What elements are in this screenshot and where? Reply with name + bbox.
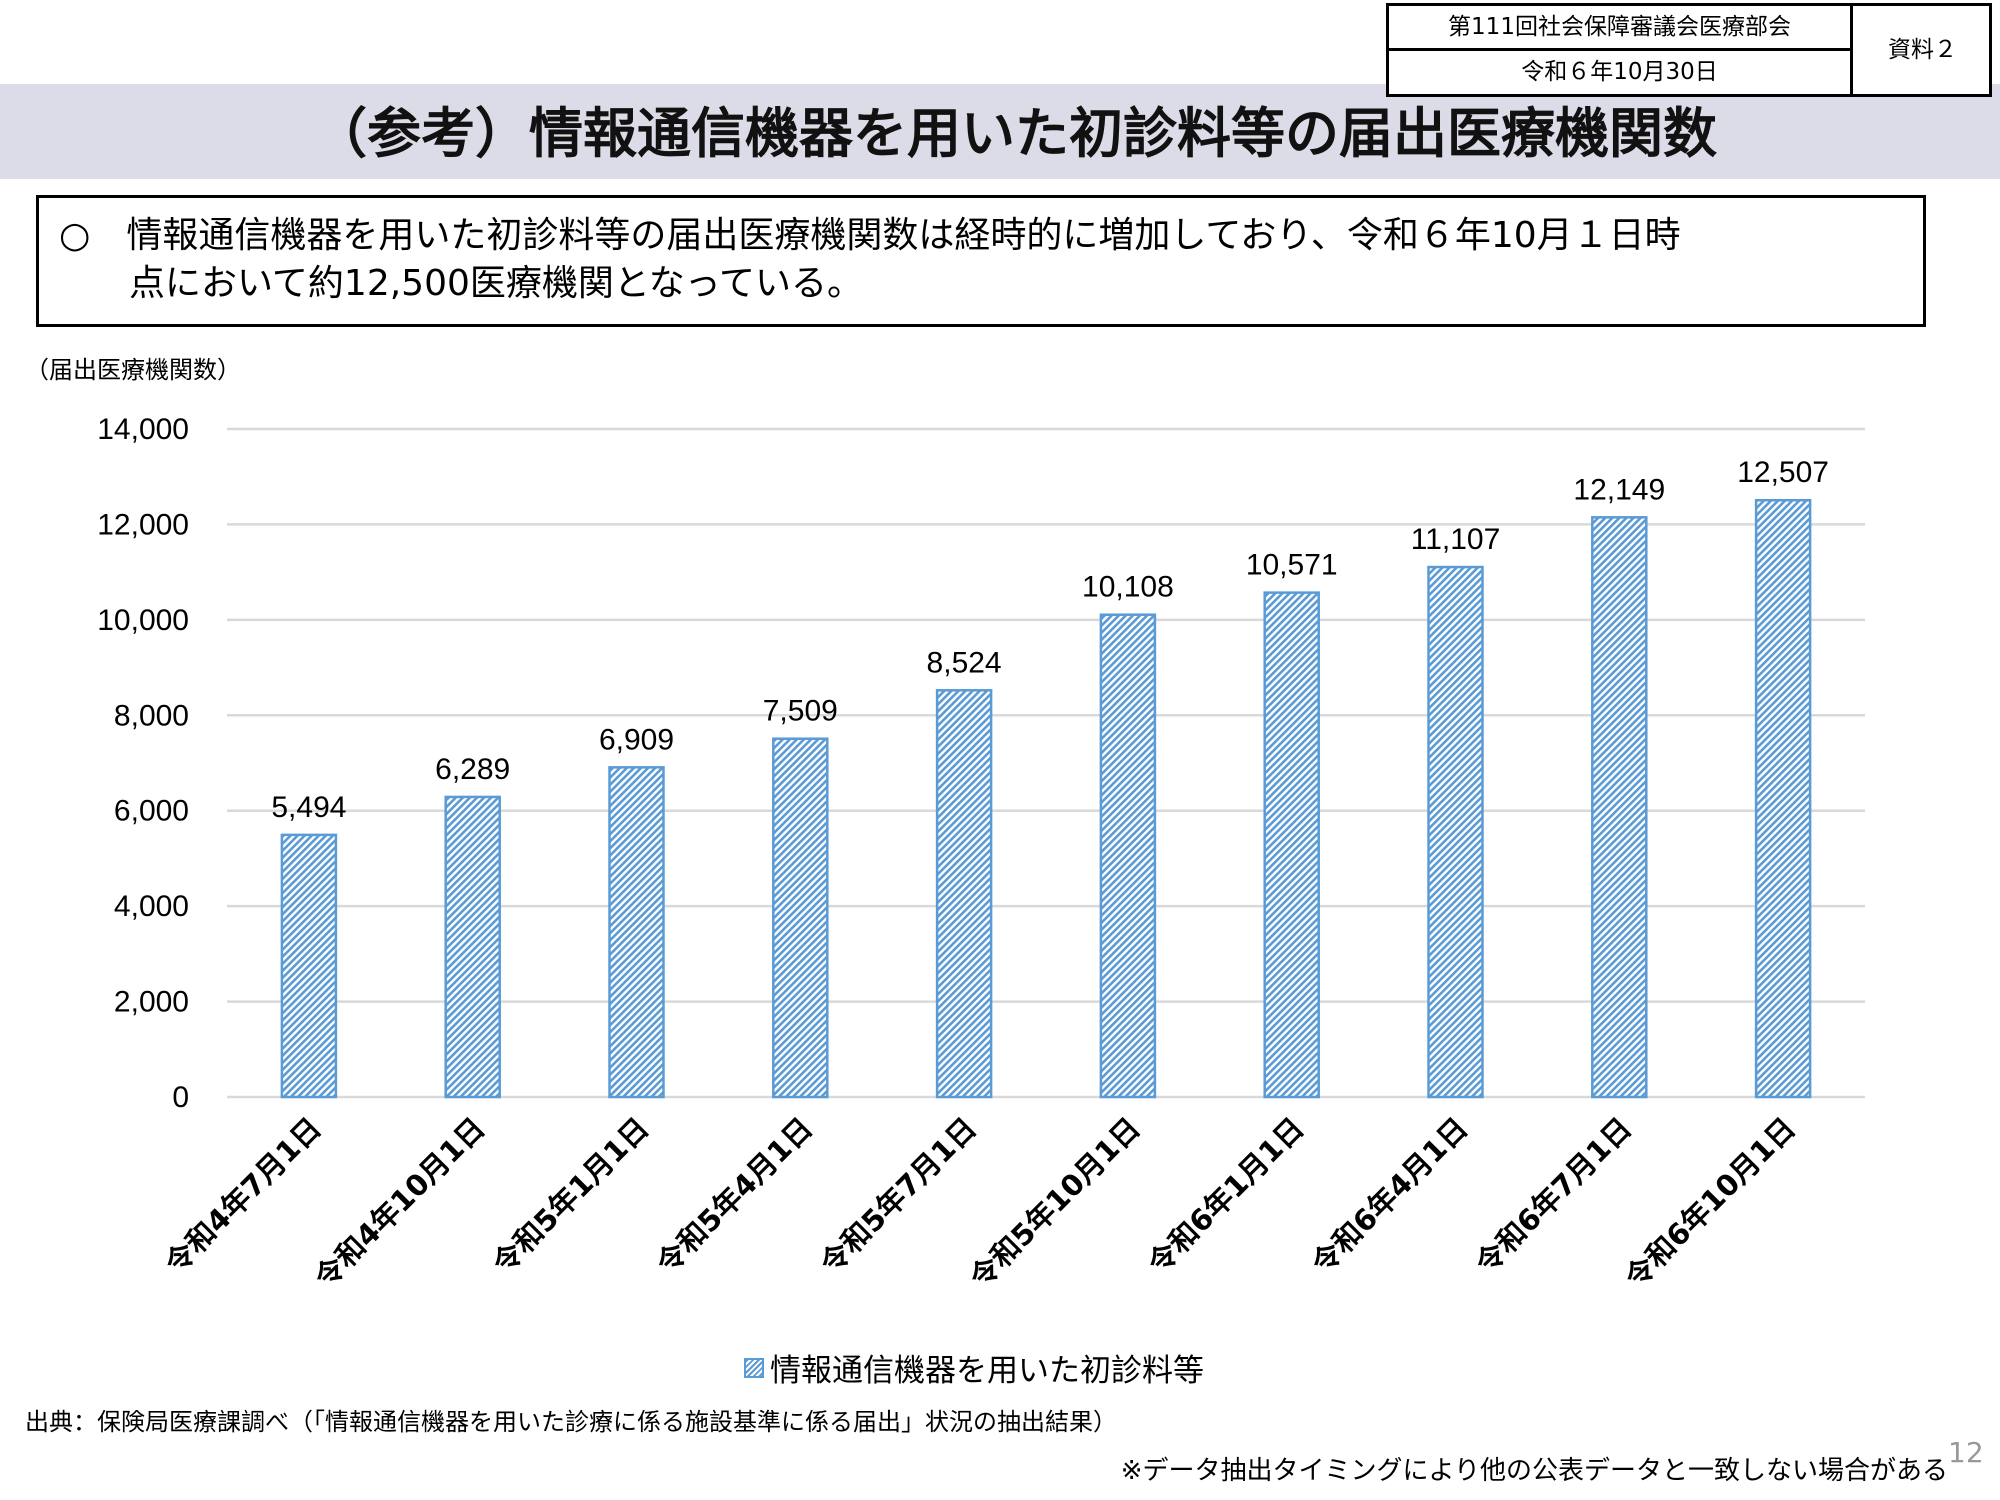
y-tick-label: 4,000 — [114, 890, 189, 923]
data-label: 10,108 — [1082, 571, 1174, 604]
legend-label: 情報通信機器を用いた初診料等 — [770, 1353, 1204, 1389]
y-tick-label: 10,000 — [97, 604, 189, 637]
data-label: 10,571 — [1246, 549, 1338, 582]
x-tick-label: 令和6年7月1日 — [1469, 1111, 1638, 1280]
x-tick-label: 令和5年7月1日 — [814, 1111, 983, 1280]
x-tick-label: 令和4年7月1日 — [158, 1111, 327, 1280]
bar — [444, 795, 501, 1099]
y-axis-label: （届出医療機関数） — [25, 356, 241, 384]
data-label: 8,524 — [927, 646, 1002, 679]
x-tick-label: 令和5年10月1日 — [963, 1111, 1147, 1295]
data-label: 12,507 — [1737, 456, 1829, 489]
document-meta-box: 第111回社会保障審議会医療部会 令和６年10月30日 資料２ — [1386, 3, 1992, 97]
source-note: 出典：保険局医療課調べ（「情報通信機器を用いた診療に係る施設基準に係る届出」状況… — [25, 1408, 1117, 1436]
document-label: 資料２ — [1888, 37, 1957, 63]
meeting-name: 第111回社会保障審議会医療部会 — [1389, 6, 1853, 51]
title-band — [0, 84, 2000, 179]
page-title: （参考）情報通信機器を用いた初診料等の届出医療機関数 — [313, 102, 1717, 165]
bar — [1099, 613, 1157, 1099]
data-label: 6,289 — [435, 753, 510, 786]
bar — [772, 737, 829, 1099]
bar — [1427, 565, 1484, 1099]
y-tick-label: 12,000 — [97, 508, 189, 541]
bar — [280, 833, 338, 1099]
legend-swatch — [744, 1357, 764, 1378]
summary-box: ○ 情報通信機器を用いた初診料等の届出医療機関数は経時的に増加しており、令和６年… — [36, 195, 1926, 327]
data-label: 5,494 — [271, 791, 346, 824]
chart-legend: 情報通信機器を用いた初診料等 — [744, 1345, 1204, 1390]
y-tick-label: 8,000 — [114, 699, 189, 732]
data-label: 6,909 — [599, 723, 674, 756]
x-tick-label: 令和5年1月1日 — [486, 1111, 655, 1280]
bar — [1591, 516, 1648, 1099]
data-label: 11,107 — [1411, 523, 1501, 556]
x-tick-label: 令和4年10月1日 — [308, 1111, 492, 1295]
x-tick-label: 令和6年10月1日 — [1618, 1111, 1802, 1295]
bar — [1263, 591, 1320, 1099]
x-tick-label: 令和5年4月1日 — [650, 1111, 819, 1280]
x-tick-label: 令和6年1月1日 — [1141, 1111, 1310, 1280]
bar — [1754, 498, 1812, 1099]
summary-line-1: ○ 情報通信機器を用いた初診料等の届出医療機関数は経時的に増加しており、令和６年… — [59, 215, 1681, 256]
y-tick-label: 0 — [172, 1081, 189, 1114]
y-tick-label: 6,000 — [114, 795, 189, 828]
data-label: 12,149 — [1573, 473, 1665, 506]
data-label: 7,509 — [763, 695, 838, 728]
x-tick-label: 令和6年4月1日 — [1305, 1111, 1474, 1280]
page-number: 12 — [1948, 1436, 1984, 1469]
y-tick-label: 2,000 — [114, 986, 189, 1019]
data-timing-note: ※データ抽出タイミングにより他の公表データと一致しない場合がある — [1120, 1456, 1948, 1486]
bar — [608, 766, 665, 1099]
meeting-date: 令和６年10月30日 — [1389, 51, 1853, 94]
bar — [935, 689, 993, 1099]
y-tick-label: 14,000 — [97, 413, 189, 446]
summary-line-2: 点において約12,500医療機関となっている。 — [129, 263, 864, 304]
